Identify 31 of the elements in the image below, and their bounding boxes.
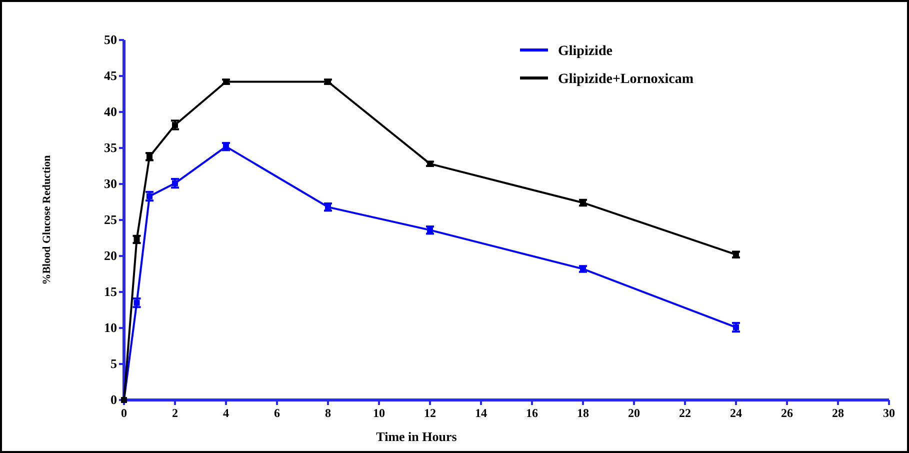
- x-tick-label: 26: [781, 406, 793, 420]
- y-tick-label: 35: [104, 140, 118, 155]
- y-tick-label: 20: [104, 248, 117, 263]
- x-tick-label: 24: [730, 406, 742, 420]
- x-tick-label: 20: [628, 406, 640, 420]
- x-tick-label: 2: [172, 406, 178, 420]
- y-tick-label: 5: [110, 356, 118, 371]
- y-tick-label: 40: [104, 104, 117, 119]
- y-tick-label: 45: [104, 68, 118, 83]
- x-tick-label: 28: [832, 406, 844, 420]
- x-tick-label: 14: [475, 406, 487, 420]
- y-tick-label: 10: [104, 320, 117, 335]
- y-tick-label: 30: [104, 176, 117, 191]
- y-tick-label: 0: [110, 392, 117, 407]
- y-tick-label: 50: [104, 32, 117, 47]
- x-tick-label: 18: [577, 406, 589, 420]
- legend-label: Glipizide+Lornoxicam: [558, 72, 694, 87]
- x-tick-label: 0: [121, 406, 127, 420]
- x-tick-label: 8: [325, 406, 331, 420]
- legend-label: Glipizide: [558, 44, 612, 59]
- x-axis-title: Time in Hours: [376, 429, 457, 444]
- x-tick-label: 4: [223, 406, 229, 420]
- x-tick-label: 6: [274, 406, 280, 420]
- y-tick-label: 25: [104, 212, 118, 227]
- y-tick-label: 15: [104, 284, 118, 299]
- y-axis-title: %Blood Glucose Reduction: [41, 155, 53, 285]
- x-tick-label: 10: [373, 406, 385, 420]
- x-tick-label: 16: [526, 406, 538, 420]
- x-tick-label: 22: [679, 406, 691, 420]
- x-tick-label: 30: [883, 406, 895, 420]
- x-tick-label: 12: [424, 406, 436, 420]
